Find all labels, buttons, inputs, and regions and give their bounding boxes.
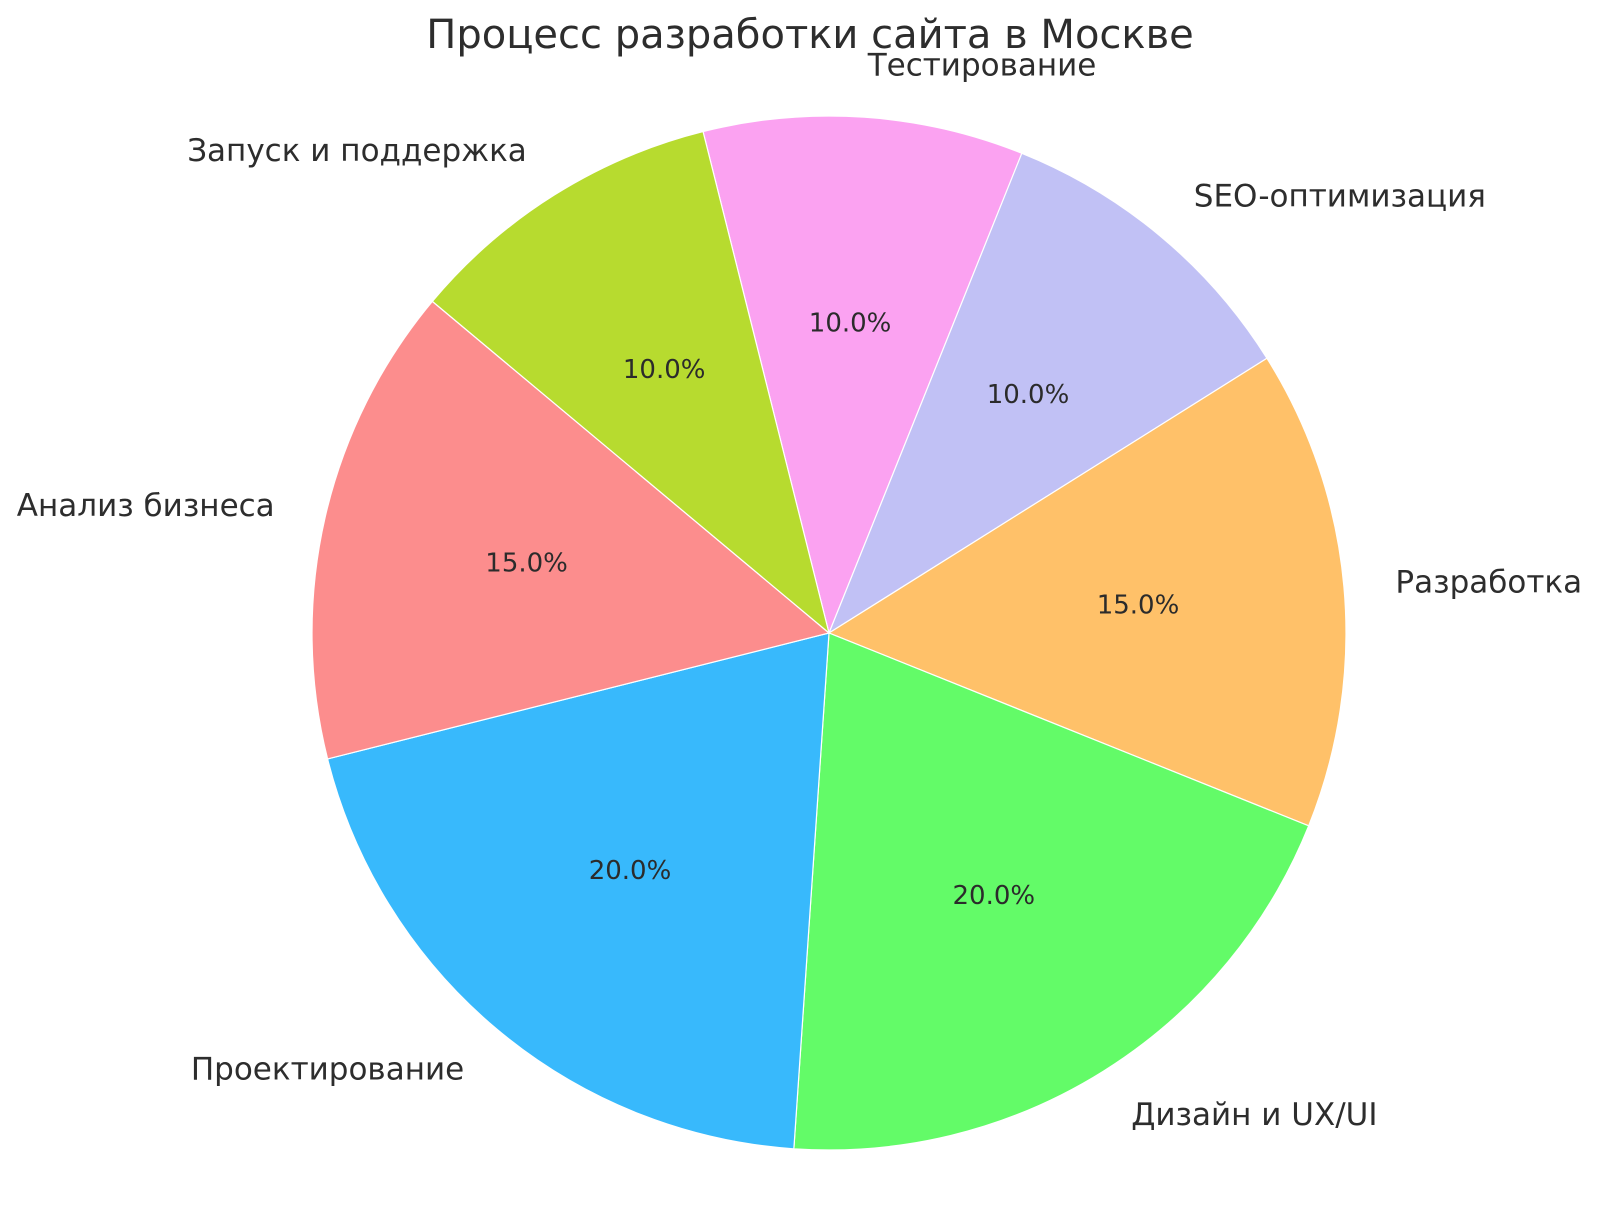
slice-percent-label: 20.0%: [589, 856, 672, 886]
slice-label: Разработка: [1395, 564, 1582, 600]
chart-title: Процесс разработки сайта в Москве: [426, 12, 1194, 58]
pie-slice: [828, 152, 1268, 634]
pie-slice: [326, 632, 830, 1150]
pie-slice: [311, 300, 830, 760]
slice-percent-label: 20.0%: [952, 881, 1035, 911]
pie-slice: [702, 115, 1023, 634]
pie-slice: [828, 357, 1347, 827]
slice-label: Дизайн и UX/UI: [1131, 1097, 1377, 1133]
slice-percent-label: 10.0%: [623, 355, 706, 385]
pie-slice: [793, 632, 1310, 1151]
slice-percent-label: 10.0%: [809, 309, 892, 339]
slice-percent-label: 10.0%: [987, 380, 1070, 410]
slice-label: Запуск и поддержка: [187, 133, 527, 169]
slice-percent-label: 15.0%: [485, 549, 568, 579]
slice-percent-label: 15.0%: [1097, 590, 1180, 620]
slice-label: Анализ бизнеса: [17, 488, 275, 524]
slice-label: Тестирование: [867, 48, 1097, 84]
slice-label: SEO-оптимизация: [1194, 179, 1486, 215]
pie-slice: [431, 130, 830, 634]
slice-label: Проектирование: [191, 1051, 464, 1087]
